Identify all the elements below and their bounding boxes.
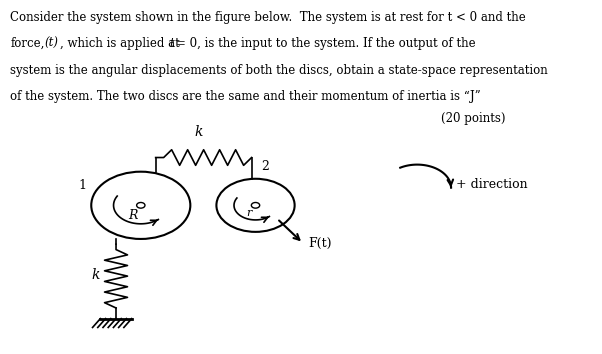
Text: (t): (t) (45, 37, 58, 50)
Text: (20 points): (20 points) (441, 112, 506, 125)
Text: 2: 2 (261, 160, 269, 173)
Text: + direction: + direction (456, 178, 528, 190)
Text: of the system. The two discs are the same and their momentum of inertia is “J”: of the system. The two discs are the sam… (10, 90, 481, 103)
Text: system is the angular displacements of both the discs, obtain a state-space repr: system is the angular displacements of b… (10, 64, 548, 77)
Text: k: k (194, 125, 203, 139)
Text: k: k (91, 268, 99, 282)
Text: t: t (170, 37, 174, 50)
Text: r: r (247, 208, 252, 218)
Text: Consider the system shown in the figure below.  The system is at rest for t < 0 : Consider the system shown in the figure … (10, 11, 526, 24)
Text: force,: force, (10, 37, 45, 50)
Text: = 0, is the input to the system. If the output of the: = 0, is the input to the system. If the … (176, 37, 476, 50)
Text: F(t): F(t) (308, 237, 332, 250)
Text: R: R (128, 210, 138, 222)
Text: 1: 1 (78, 179, 86, 192)
Text: , which is applied at: , which is applied at (60, 37, 180, 50)
